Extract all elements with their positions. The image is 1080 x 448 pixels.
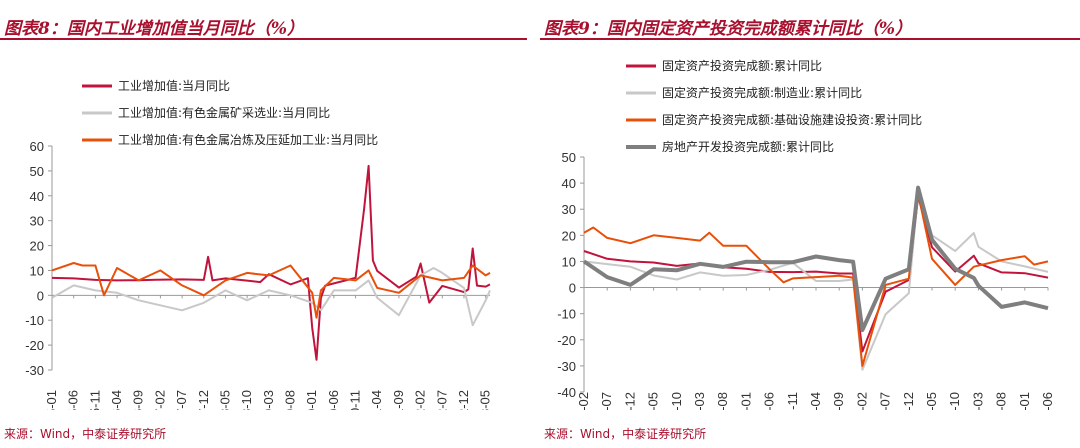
x-tick-label: 2022-02 bbox=[413, 390, 428, 410]
y-tick-label: 20 bbox=[30, 239, 44, 254]
y-tick-label: 50 bbox=[562, 150, 576, 165]
x-tick-label: 2018-05 bbox=[217, 390, 232, 410]
y-tick-label: 60 bbox=[30, 139, 44, 154]
y-tick-label: -10 bbox=[557, 307, 576, 322]
series-line-4 bbox=[582, 185, 1049, 333]
y-tick-label: -10 bbox=[25, 313, 44, 328]
line-chart-fixed-asset-investment: 50 40 30 20 10 0 -10 -20 -30 -402015-02 2015-07 201… bbox=[557, 58, 1055, 410]
title-rule bbox=[0, 38, 527, 40]
source-note: 来源：Wind，中泰证券研究所 bbox=[544, 427, 707, 441]
x-tick-label: 2019-09 bbox=[831, 392, 846, 410]
series-line-1 bbox=[51, 164, 491, 361]
x-tick-label: 2015-11 bbox=[87, 390, 102, 410]
x-tick-label: 2020-01 bbox=[304, 390, 319, 410]
title-rule bbox=[540, 38, 1080, 40]
chart-panel-industrial-output: 图表8：国内工业增加值当月同比（%） 60 50 40 30 20 10 0 -10 -20 -3… bbox=[0, 0, 527, 448]
x-tick-label: 2015-12 bbox=[622, 392, 637, 410]
x-tick-label: 2018-10 bbox=[239, 390, 254, 410]
y-tick-label: 50 bbox=[30, 164, 44, 179]
x-tick-label: 2017-02 bbox=[152, 390, 167, 410]
series-line-2 bbox=[583, 189, 1049, 371]
y-tick-label: 10 bbox=[562, 254, 576, 269]
y-tick-label: 20 bbox=[562, 228, 576, 243]
legend-label: 工业增加值:当月同比 bbox=[118, 78, 230, 93]
x-tick-label: 2018-06 bbox=[762, 392, 777, 410]
x-tick-label: 2018-11 bbox=[785, 392, 800, 410]
y-tick-label: 30 bbox=[562, 202, 576, 217]
x-tick-label: 2016-10 bbox=[669, 392, 684, 410]
x-tick-label: 2021-05 bbox=[924, 392, 939, 410]
legend-label: 固定资产投资完成额:制造业:累计同比 bbox=[662, 85, 862, 100]
x-tick-label: 2022-12 bbox=[456, 390, 471, 410]
x-tick-label: 2015-02 bbox=[576, 392, 591, 410]
x-tick-label: 2016-09 bbox=[131, 390, 146, 410]
x-tick-label: 2020-02 bbox=[854, 392, 869, 410]
x-tick-label: 2020-12 bbox=[901, 392, 916, 410]
x-tick-label: 2020-06 bbox=[326, 390, 341, 410]
x-tick-label: 2017-07 bbox=[174, 390, 189, 410]
x-tick-label: 2019-04 bbox=[808, 392, 823, 410]
y-tick-label: -20 bbox=[557, 333, 576, 348]
legend-label: 固定资产投资完成额:累计同比 bbox=[662, 58, 822, 73]
y-tick-label: -40 bbox=[557, 385, 576, 400]
legend-label: 工业增加值:有色金属冶炼及压延加工业:当月同比 bbox=[118, 132, 378, 147]
y-tick-label: 10 bbox=[30, 263, 44, 278]
x-tick-label: 2016-04 bbox=[109, 390, 124, 410]
y-tick-label: -30 bbox=[557, 359, 576, 374]
x-tick-label: 2020-11 bbox=[348, 390, 363, 410]
chart-panel-fixed-asset-investment: 图表9：国内固定资产投资完成额累计同比（%） 50 40 30 20 10 0 -10 -20… bbox=[540, 0, 1080, 448]
x-tick-label: 2023-06 bbox=[1040, 392, 1055, 410]
x-tick-label: 2023-01 bbox=[1017, 392, 1032, 410]
legend-label: 房地产开发投资完成额:累计同比 bbox=[662, 139, 834, 154]
source-note: 来源：Wind，中泰证券研究所 bbox=[4, 427, 167, 441]
x-tick-label: 2018-01 bbox=[738, 392, 753, 410]
x-tick-label: 2015-06 bbox=[66, 390, 81, 410]
chart-title: 图表9：国内固定资产投资完成额累计同比（%） bbox=[544, 19, 912, 39]
x-tick-label: 2022-08 bbox=[994, 392, 1009, 410]
x-tick-label: 2017-03 bbox=[692, 392, 707, 410]
x-tick-label: 2017-08 bbox=[715, 392, 730, 410]
series-line-1 bbox=[583, 195, 1049, 353]
x-tick-label: 2020-07 bbox=[878, 392, 893, 410]
x-tick-label: 2016-05 bbox=[646, 392, 661, 410]
legend-label: 工业增加值:有色金属矿采选业:当月同比 bbox=[118, 105, 330, 120]
x-tick-label: 2015-01 bbox=[44, 390, 59, 410]
y-tick-label: 30 bbox=[30, 214, 44, 229]
y-tick-label: -20 bbox=[25, 338, 44, 353]
y-tick-label: -30 bbox=[25, 363, 44, 378]
x-tick-label: 2022-07 bbox=[434, 390, 449, 410]
x-tick-label: 2023-05 bbox=[478, 390, 493, 410]
series-line-2 bbox=[51, 267, 491, 327]
y-tick-label: 0 bbox=[569, 281, 576, 296]
legend-label: 固定资产投资完成额:基础设施建设投资:累计同比 bbox=[662, 112, 922, 127]
y-tick-label: 0 bbox=[37, 288, 44, 303]
x-tick-label: 2021-09 bbox=[391, 390, 406, 410]
x-tick-label: 2015-07 bbox=[599, 392, 614, 410]
x-tick-label: 2019-08 bbox=[283, 390, 298, 410]
y-tick-label: 40 bbox=[30, 189, 44, 204]
line-chart-industrial-output: 60 50 40 30 20 10 0 -10 -20 -302015-01 2015-06 2015… bbox=[25, 78, 493, 410]
chart-title: 图表8：国内工业增加值当月同比（%） bbox=[4, 19, 304, 39]
y-tick-label: 40 bbox=[562, 176, 576, 191]
x-tick-label: 2021-04 bbox=[369, 390, 384, 410]
x-tick-label: 2022-03 bbox=[970, 392, 985, 410]
x-tick-label: 2017-12 bbox=[196, 390, 211, 410]
x-tick-label: 2021-10 bbox=[947, 392, 962, 410]
x-tick-label: 2019-03 bbox=[261, 390, 276, 410]
series-line-3 bbox=[51, 262, 491, 319]
